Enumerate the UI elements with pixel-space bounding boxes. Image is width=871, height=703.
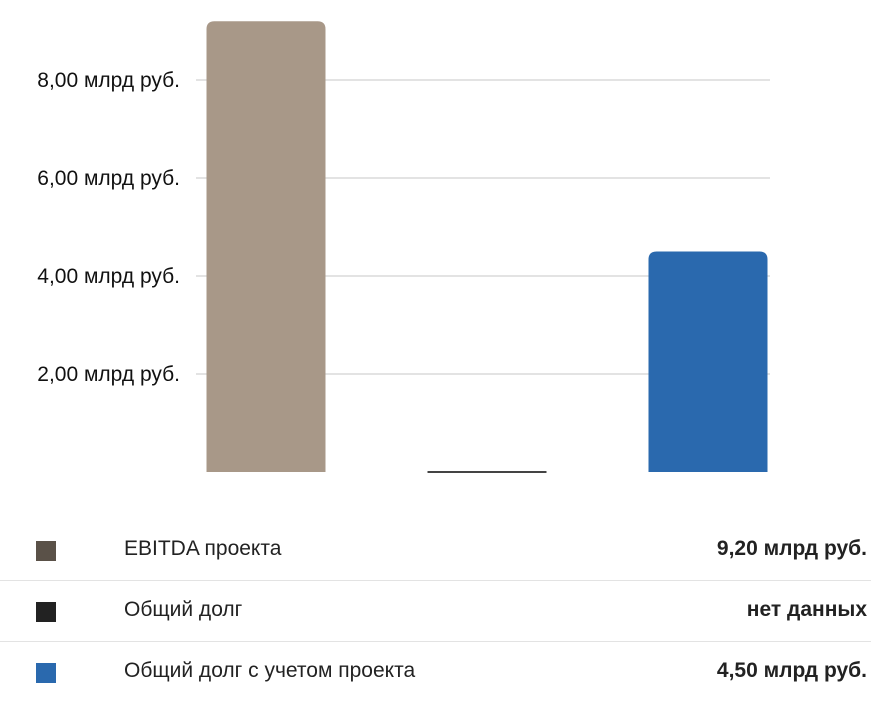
legend-item-total-debt-with-project: Общий долг с учетом проекта 4,50 млрд ру… [0, 642, 871, 703]
legend-label-ebitda: EBITDA проекта [124, 537, 282, 560]
legend-item-ebitda: EBITDA проекта 9,20 млрд руб. [0, 520, 871, 581]
bars [206, 21, 768, 473]
legend-label-total-debt-with-project: Общий долг с учетом проекта [124, 659, 416, 682]
bar-1 [206, 21, 326, 472]
legend-value-total-debt-with-project: 4,50 млрд руб. [716, 659, 867, 682]
y-tick-label: 6,00 млрд руб. [37, 167, 180, 190]
y-axis-tick-labels: 2,00 млрд руб. 4,00 млрд руб. 6,00 млрд ру… [37, 69, 180, 386]
legend-swatch-ebitda [36, 541, 56, 561]
legend-swatch-total-debt [36, 602, 56, 622]
bar-chart: 2,00 млрд руб. 4,00 млрд руб. 6,00 млрд ру… [37, 21, 770, 473]
y-tick-label: 2,00 млрд руб. [37, 363, 180, 386]
legend-value-total-debt: нет данных [746, 598, 867, 621]
legend-value-ebitda: 9,20 млрд руб. [716, 537, 867, 560]
y-tick-label: 8,00 млрд руб. [37, 69, 180, 92]
y-tick-label: 4,00 млрд руб. [37, 265, 180, 288]
legend-label-total-debt: Общий долг [124, 598, 243, 621]
legend: EBITDA проекта 9,20 млрд руб. Общий долг… [0, 520, 871, 703]
legend-swatch-total-debt-with-project [36, 663, 56, 683]
bar-3 [648, 251, 768, 472]
legend-item-total-debt: Общий долг нет данных [0, 581, 871, 642]
bar-2 [427, 471, 547, 473]
